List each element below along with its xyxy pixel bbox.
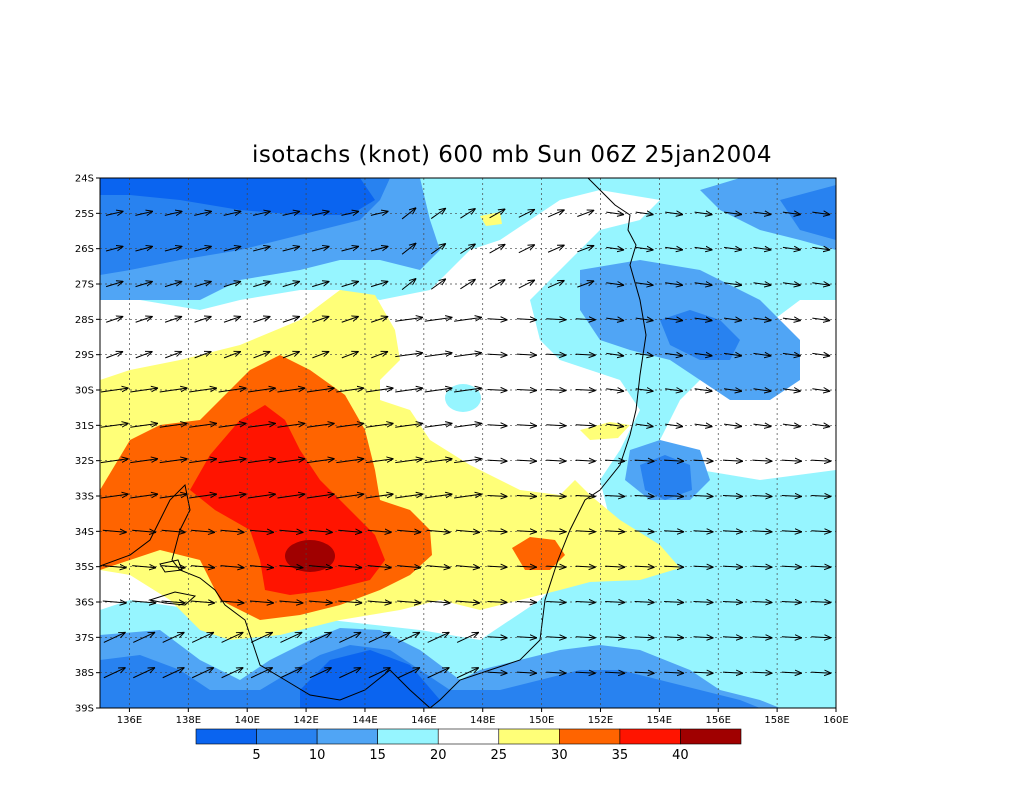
- lat-tick-label: 33S: [75, 492, 94, 503]
- lat-tick-label: 34S: [75, 527, 94, 538]
- lat-tick-label: 32S: [75, 456, 94, 467]
- lon-tick-label: 150E: [529, 715, 554, 726]
- lon-tick-label: 136E: [117, 715, 142, 726]
- colorbar-swatch: [559, 728, 621, 745]
- lon-tick-label: 158E: [764, 715, 789, 726]
- colorbar-label: 30: [551, 748, 568, 763]
- colorbar-label: 25: [491, 748, 508, 763]
- lat-tick-label: 30S: [75, 386, 94, 397]
- colorbar-swatch: [195, 728, 257, 745]
- wind-vectors: [100, 208, 831, 679]
- latitude-labels: 24S 25S 26S 27S 28S 29S 30S 31S 32S 33S 34S 35S 36S 3…: [75, 174, 100, 715]
- lon-tick-label: 146E: [411, 715, 436, 726]
- lat-tick-label: 27S: [75, 280, 94, 291]
- lat-tick-label: 25S: [75, 209, 94, 220]
- colorbar-swatch: [377, 728, 439, 745]
- lon-tick-label: 140E: [234, 715, 259, 726]
- lat-tick-label: 36S: [75, 598, 94, 609]
- colorbar-swatch: [256, 728, 318, 745]
- colorbar-label: 15: [369, 748, 386, 763]
- lon-tick-label: 144E: [352, 715, 377, 726]
- colorbar-label: 20: [430, 748, 447, 763]
- plot-frame: [99, 177, 837, 709]
- lon-tick-label: 154E: [647, 715, 672, 726]
- isotach-fill: [100, 178, 836, 708]
- colorbar-label: 5: [252, 748, 260, 763]
- lon-tick-label: 148E: [470, 715, 495, 726]
- lon-tick-label: 160E: [823, 715, 848, 726]
- colorbar-label: 40: [672, 748, 689, 763]
- colorbar-label: 10: [309, 748, 326, 763]
- colorbar-swatch: [498, 728, 560, 745]
- lat-tick-label: 28S: [75, 315, 94, 326]
- grid: [100, 178, 836, 708]
- lat-tick-label: 37S: [75, 633, 94, 644]
- lat-tick-label: 39S: [75, 704, 94, 715]
- lat-tick-label: 24S: [75, 174, 94, 185]
- colorbar-swatch: [316, 728, 378, 745]
- lat-tick-label: 38S: [75, 668, 94, 679]
- colorbar-swatch: [680, 728, 742, 745]
- lon-tick-label: 152E: [588, 715, 613, 726]
- lat-tick-label: 31S: [75, 421, 94, 432]
- lon-tick-label: 138E: [176, 715, 201, 726]
- lon-tick-label: 142E: [293, 715, 318, 726]
- longitude-labels: 136E 138E 140E 142E 144E 146E 148E 150E 152E 154E…: [117, 708, 849, 726]
- lon-tick-label: 156E: [706, 715, 731, 726]
- lat-tick-label: 35S: [75, 562, 94, 573]
- map-title: isotachs (knot) 600 mb Sun 06Z 25jan2004: [251, 142, 773, 168]
- colorbar-swatch: [619, 728, 681, 745]
- colorbar: 5 10 15 20 25 30 35 40: [195, 728, 742, 763]
- colorbar-label: 35: [612, 748, 629, 763]
- lat-tick-label: 29S: [75, 350, 94, 361]
- lat-tick-label: 26S: [75, 244, 94, 255]
- colorbar-swatch: [437, 728, 500, 745]
